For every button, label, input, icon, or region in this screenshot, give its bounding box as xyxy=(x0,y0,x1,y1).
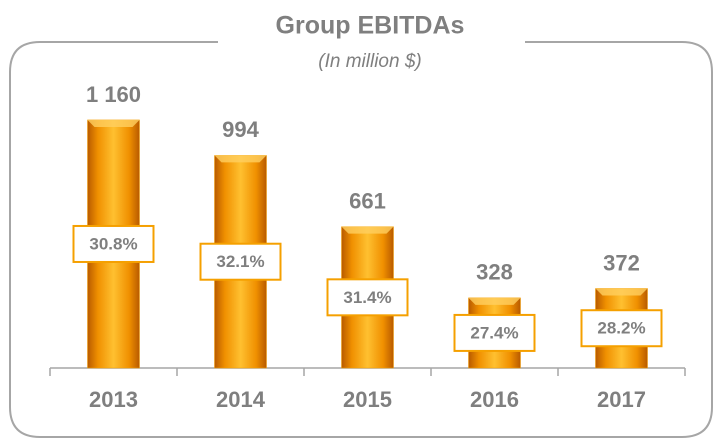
value-label: 994 xyxy=(222,117,259,142)
margin-box xyxy=(453,313,536,352)
x-tick-label: 2016 xyxy=(470,387,519,412)
margin-label: 32.1% xyxy=(216,252,264,271)
margin-label: 28.2% xyxy=(597,319,645,338)
bar-bevel xyxy=(214,155,267,163)
bar-bevel xyxy=(87,119,140,127)
value-label: 372 xyxy=(603,250,640,275)
margin-box xyxy=(72,224,155,263)
x-tick-label: 2015 xyxy=(343,387,392,412)
value-label: 328 xyxy=(476,260,513,285)
chart-title: Group EBITDAs xyxy=(276,12,465,40)
bar-bevel xyxy=(468,297,521,305)
value-label: 661 xyxy=(349,188,386,213)
margin-box xyxy=(326,278,409,317)
bar-bevel xyxy=(595,288,648,296)
margin-box xyxy=(199,242,282,281)
margin-label: 27.4% xyxy=(470,323,518,342)
margin-label: 31.4% xyxy=(343,288,391,307)
value-label: 1 160 xyxy=(86,82,141,107)
chart-subtitle: (In million $) xyxy=(318,51,421,72)
margin-box xyxy=(580,309,663,348)
x-tick-label: 2017 xyxy=(597,387,646,412)
x-tick-label: 2013 xyxy=(89,387,138,412)
margin-label: 30.8% xyxy=(89,234,137,253)
bar-bevel xyxy=(341,226,394,234)
x-tick-label: 2014 xyxy=(216,387,266,412)
frame xyxy=(9,41,713,438)
